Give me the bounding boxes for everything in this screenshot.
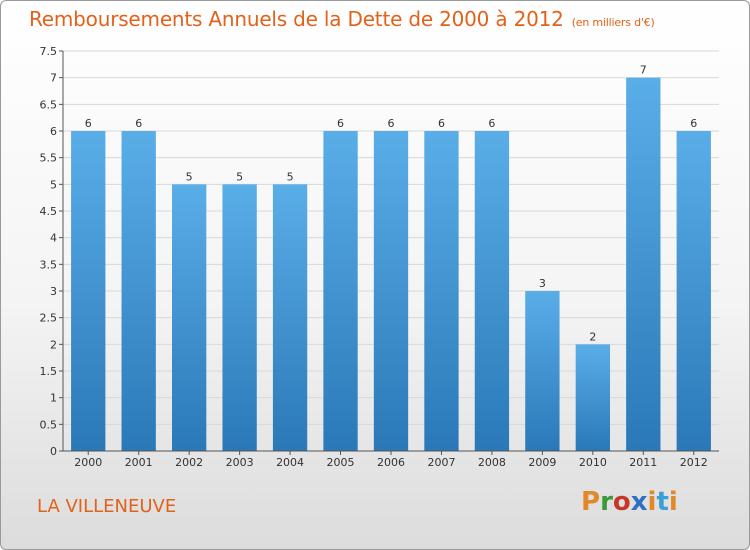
y-tick-label: 7.5 (40, 45, 58, 58)
x-tick-label: 2000 (74, 456, 102, 469)
y-tick-label: 3.5 (40, 258, 58, 271)
bar (222, 184, 257, 452)
bar-value-label: 3 (539, 277, 546, 290)
x-tick-label: 2004 (276, 456, 304, 469)
y-tick-label: 1 (50, 392, 57, 405)
bar (626, 77, 661, 452)
y-tick-label: 0 (50, 445, 57, 458)
bar (323, 131, 358, 451)
bar-value-label: 5 (236, 170, 243, 183)
bar (171, 184, 207, 452)
place-name: LA VILLENEUVE (37, 496, 177, 517)
y-tick-label: 5.5 (40, 152, 58, 165)
brand-logo: Proxiti (581, 487, 678, 517)
y-tick-label: 0.5 (40, 418, 58, 431)
y-tick-label: 4.5 (40, 205, 58, 218)
bar-value-label: 6 (85, 117, 92, 130)
bar-value-label: 7 (640, 64, 647, 77)
brand-letter: x (630, 487, 648, 517)
y-tick-label: 5 (50, 178, 57, 191)
bar-value-label: 6 (135, 117, 142, 130)
y-tick-label: 4 (50, 232, 57, 245)
x-tick-label: 2009 (528, 456, 556, 469)
x-tick-label: 2003 (226, 456, 254, 469)
bar-value-label: 6 (388, 117, 395, 130)
x-tick-label: 2001 (125, 456, 153, 469)
brand-letter: o (612, 487, 631, 517)
x-tick-label: 2012 (680, 456, 708, 469)
bar-value-label: 6 (337, 117, 344, 130)
bar (474, 131, 510, 451)
bar (71, 131, 106, 451)
x-tick-label: 2010 (579, 456, 607, 469)
y-tick-label: 2.5 (40, 312, 58, 325)
bar-value-label: 2 (589, 330, 596, 343)
bar (373, 131, 409, 451)
y-tick-label: 6.5 (40, 98, 58, 111)
brand-letter: i (647, 487, 657, 517)
x-tick-label: 2008 (478, 456, 506, 469)
x-tick-label: 2005 (327, 456, 355, 469)
bar (272, 184, 308, 452)
x-tick-label: 2006 (377, 456, 405, 469)
bar (121, 131, 156, 451)
bar-value-label: 5 (287, 170, 294, 183)
bar-value-label: 6 (690, 117, 697, 130)
brand-letter: t (656, 487, 669, 517)
y-tick-label: 2 (50, 338, 57, 351)
bar (525, 291, 560, 451)
chart-title-text: Remboursements Annuels de la Dette de 20… (29, 7, 564, 31)
x-tick-label: 2007 (427, 456, 455, 469)
y-tick-label: 1.5 (40, 365, 58, 378)
chart-title: Remboursements Annuels de la Dette de 20… (29, 7, 655, 31)
bar (575, 344, 611, 451)
y-tick-label: 3 (50, 285, 57, 298)
bar-value-label: 6 (488, 117, 495, 130)
brand-letter: i (668, 487, 678, 517)
x-tick-label: 2002 (175, 456, 203, 469)
chart-unit-label: (en milliers d'€) (571, 16, 655, 29)
y-tick-label: 7 (50, 72, 57, 85)
bar-value-label: 6 (438, 117, 445, 130)
y-tick-label: 6 (50, 125, 57, 138)
x-tick-label: 2011 (629, 456, 657, 469)
brand-letter: P (581, 487, 601, 517)
bar (424, 131, 459, 451)
brand-letter: r (600, 487, 613, 517)
bar (676, 131, 711, 451)
bar-value-label: 5 (186, 170, 193, 183)
